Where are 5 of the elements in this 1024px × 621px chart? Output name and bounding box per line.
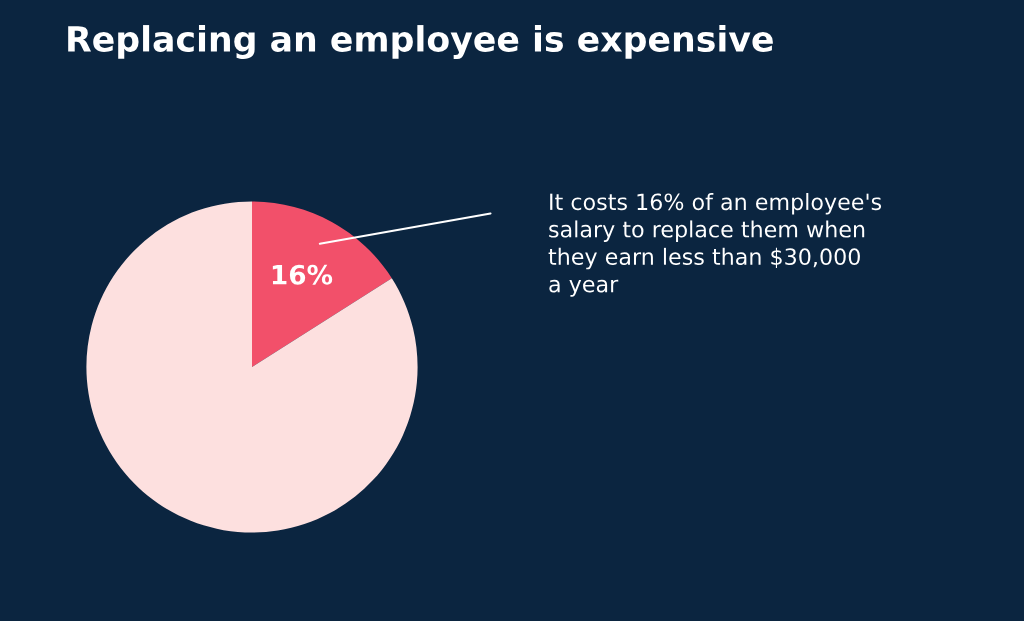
data-label: 16% [272, 264, 333, 285]
pie-slice [252, 201, 392, 367]
text: It costs 16% of an employee's salary to replace them when they earn less than $30,000 a year [548, 193, 882, 297]
pie-slice [86, 201, 418, 533]
chart-title: Replacing an employee is expensive [68, 25, 773, 59]
